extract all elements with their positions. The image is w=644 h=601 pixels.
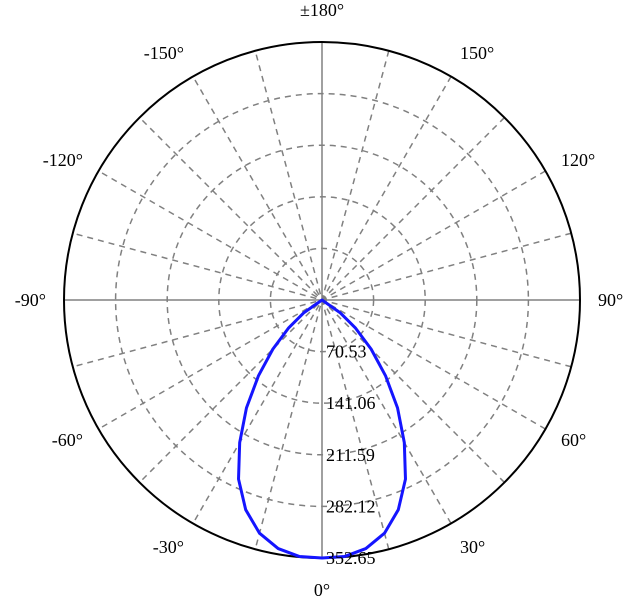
angle-label: -150° — [144, 43, 184, 63]
angle-label: 0° — [314, 580, 330, 600]
radial-label: 211.59 — [326, 445, 375, 465]
angle-label: 30° — [460, 537, 485, 557]
polar-chart: 0° 30° 60° 90° 120° 150° ±180° -150° -120° -90° -6… — [0, 0, 644, 601]
angle-label: -60° — [52, 430, 83, 450]
radial-label: 70.53 — [326, 342, 367, 362]
angle-label: -90° — [15, 290, 46, 310]
angle-label: -30° — [153, 537, 184, 557]
angle-label: 60° — [561, 430, 586, 450]
radial-label: 352.65 — [326, 548, 376, 568]
angle-label: -120° — [43, 150, 83, 170]
angle-label: 120° — [561, 150, 595, 170]
radial-label: 141.06 — [326, 393, 376, 413]
angle-label: ±180° — [300, 0, 344, 20]
angle-label: 90° — [598, 290, 623, 310]
angle-label: 150° — [460, 43, 494, 63]
radial-label: 282.12 — [326, 496, 376, 516]
